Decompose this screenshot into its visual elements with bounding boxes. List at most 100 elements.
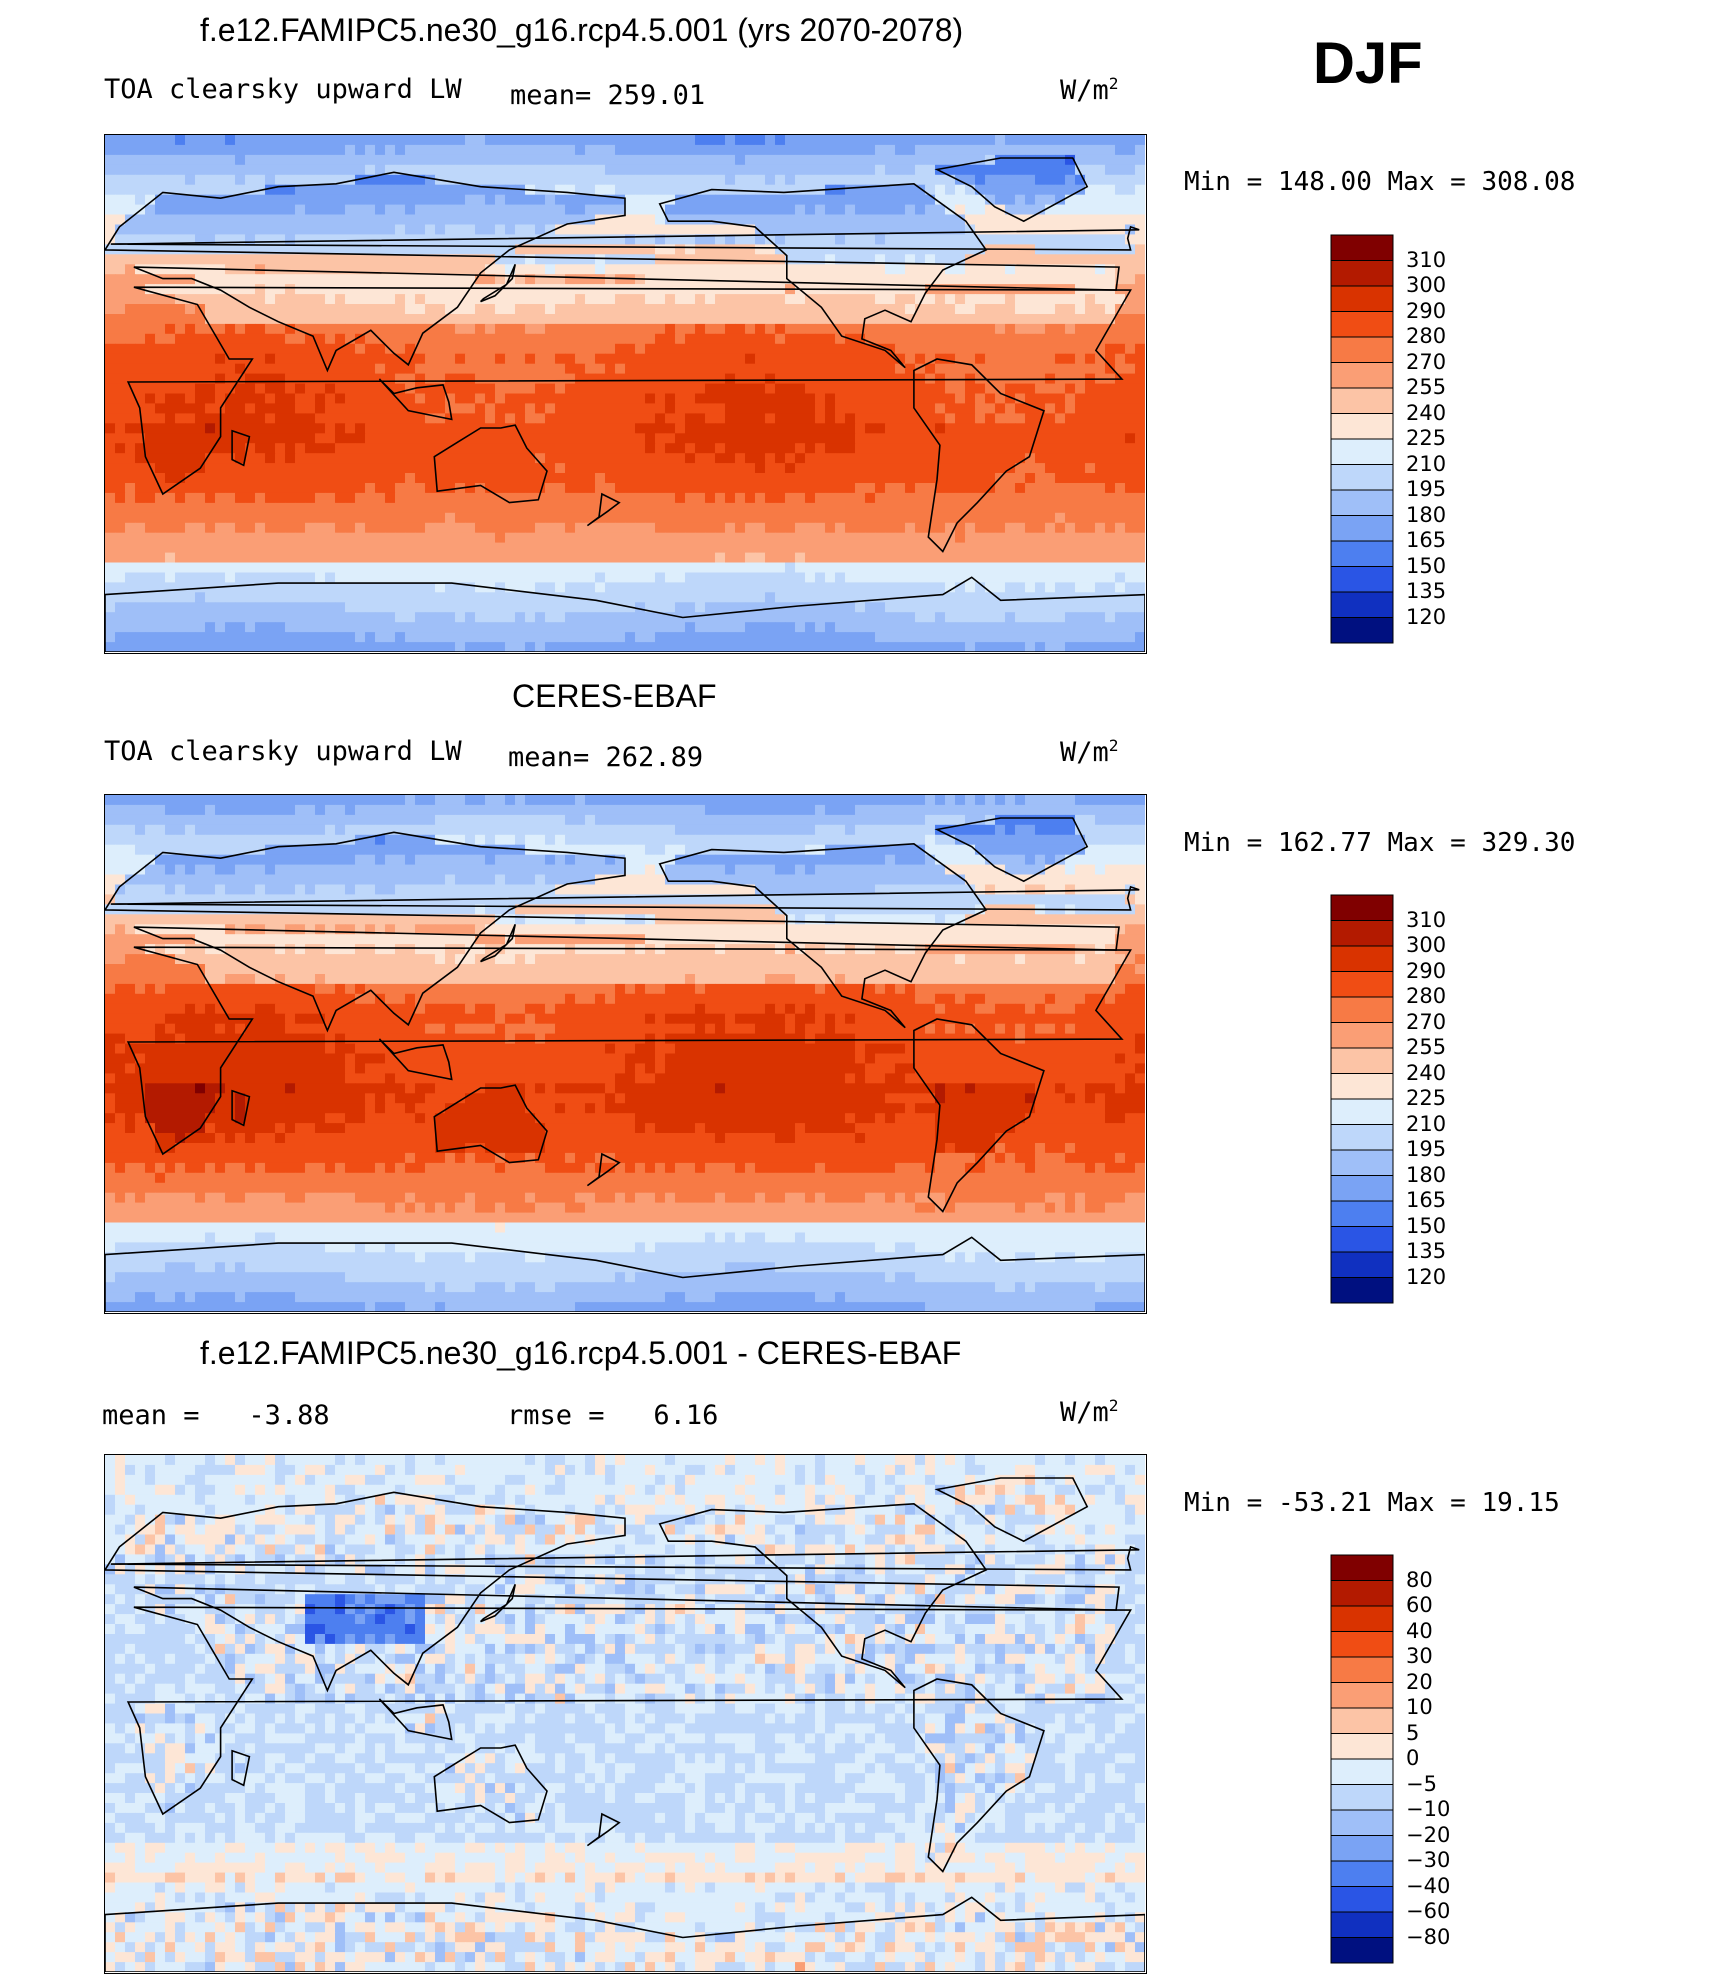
coastline [913, 1678, 1045, 1873]
panel-3-title: f.e12.FAMIPC5.ne30_g16.rcp4.5.001 - CERE… [200, 1335, 962, 1371]
panel-1-mean-value: 259.01 [607, 80, 706, 111]
colorbar-swatch [1330, 617, 1394, 644]
coastline [378, 1698, 453, 1741]
coastline [105, 171, 1120, 373]
colorbar-swatch [1330, 1149, 1394, 1176]
panel-2-mean-value: 262.89 [605, 742, 704, 773]
coastline [105, 1491, 1120, 1693]
coastline [913, 1018, 1045, 1213]
colorbar-swatch [1330, 996, 1394, 1023]
colorbar-tick-label: 270 [1406, 349, 1447, 374]
colorbar-swatch [1330, 1733, 1394, 1760]
coastline [105, 576, 1145, 652]
colorbar-tick-label: 5 [1406, 1720, 1420, 1745]
colorbar-swatch [1330, 1682, 1394, 1709]
colorbar-swatch [1330, 1809, 1394, 1836]
coastline [378, 1038, 453, 1081]
panel-1-max-value: 308.08 [1481, 167, 1576, 197]
panel-2-max-value: 329.30 [1481, 828, 1576, 858]
colorbar-tick-label: 165 [1406, 1188, 1447, 1212]
coastline [231, 1749, 251, 1787]
panel-1-minmax: Min = 148.00 Max = 308.08 [1184, 167, 1576, 197]
colorbar-tick-label: 0 [1406, 1746, 1420, 1770]
colorbar-swatch [1330, 1758, 1394, 1785]
coastline [433, 424, 548, 504]
colorbar-swatch [1330, 413, 1394, 440]
coastline [586, 1812, 621, 1847]
coastline [480, 923, 516, 963]
colorbar-tick-label: −40 [1406, 1873, 1451, 1898]
colorbar-tick-label: 290 [1406, 298, 1447, 323]
panel-2-mean-label: mean= [508, 742, 590, 773]
colorbar-tick-label: 20 [1406, 1669, 1433, 1694]
colorbar-tick-label: 165 [1406, 528, 1447, 552]
colorbar-tick-label: 195 [1406, 477, 1447, 501]
panel-3-max-value: 19.15 [1481, 1488, 1560, 1518]
coastline [231, 1089, 251, 1127]
colorbar-tick-label: 255 [1406, 1035, 1447, 1059]
colorbar-tick-label: 135 [1406, 1239, 1447, 1263]
colorbar-tick-label: 290 [1406, 958, 1447, 983]
colorbar-swatch [1330, 945, 1394, 972]
panel-1-mean-label: mean= [510, 80, 592, 111]
colorbar-tick-label: 80 [1406, 1567, 1433, 1592]
colorbar-tick-label: 120 [1406, 1264, 1447, 1289]
coastline [913, 358, 1045, 553]
colorbar-swatch [1330, 515, 1394, 542]
colorbar-swatch [1330, 489, 1394, 516]
colorbar-swatch [1330, 1554, 1394, 1581]
coastline [126, 946, 1132, 1156]
colorbar-swatch [1330, 1656, 1394, 1683]
coastline [126, 1606, 1132, 1816]
colorbar-swatch [1330, 894, 1394, 921]
colorbar-swatch [1330, 1251, 1394, 1278]
coastline [480, 263, 516, 303]
colorbar-tick-label: 30 [1406, 1644, 1433, 1668]
colorbar-tick-label: 40 [1406, 1618, 1433, 1643]
colorbar-tick-label: 210 [1406, 451, 1447, 476]
colorbar-swatch [1330, 1277, 1394, 1304]
coastline [105, 831, 1120, 1033]
colorbar-swatch [1330, 1605, 1394, 1632]
panel-1-variable-label: TOA clearsky upward LW [104, 74, 462, 105]
panel-1-title: f.e12.FAMIPC5.ne30_g16.rcp4.5.001 (yrs 2… [200, 12, 964, 48]
colorbar-swatch [1330, 1124, 1394, 1151]
colorbar-tick-label: −80 [1406, 1924, 1451, 1949]
panel-3-rmse-value: 6.16 [653, 1400, 719, 1431]
panel-3-min-value: -53.21 [1277, 1488, 1372, 1518]
colorbar-tick-label: 310 [1406, 907, 1447, 932]
panel-3-mean-label: mean = [102, 1400, 200, 1431]
colorbar-tick-label: 120 [1406, 604, 1447, 629]
colorbar-tick-label: −60 [1406, 1899, 1451, 1923]
colorbar-tick-label: −20 [1406, 1822, 1451, 1847]
colorbar-swatch [1330, 1860, 1394, 1887]
colorbar-tick-label: 210 [1406, 1111, 1447, 1136]
colorbar-swatch [1330, 311, 1394, 338]
colorbar-tick-label: −5 [1406, 1771, 1437, 1796]
coastline [126, 286, 1132, 496]
colorbar-swatch [1330, 1226, 1394, 1253]
colorbar-swatch [1330, 1580, 1394, 1607]
coastline [110, 885, 1140, 911]
colorbar-tick-label: 60 [1406, 1593, 1433, 1617]
coastline [658, 1502, 988, 1689]
panel-2-title: CERES-EBAF [512, 678, 717, 714]
panel-2-variable-label: TOA clearsky upward LW [104, 736, 462, 767]
coastline [433, 1084, 548, 1164]
coastline [480, 1583, 516, 1623]
colorbar-swatch [1330, 1835, 1394, 1862]
panel-2-minmax: Min = 162.77 Max = 329.30 [1184, 828, 1576, 858]
panel-3-units: W/m2 [1060, 1396, 1119, 1428]
colorbar-swatch [1330, 1707, 1394, 1734]
colorbar-swatch [1330, 1631, 1394, 1658]
colorbar-tick-label: 225 [1406, 1086, 1447, 1110]
colorbar-tick-label: 270 [1406, 1009, 1447, 1034]
colorbar-swatch [1330, 285, 1394, 312]
coastline [586, 1152, 621, 1187]
colorbar-swatch [1330, 1022, 1394, 1049]
panel-3-rmse: rmse = 6.16 [507, 1400, 718, 1431]
colorbar-tick-label: 10 [1406, 1695, 1433, 1719]
colorbar-swatch [1330, 336, 1394, 363]
colorbar-tick-label: 150 [1406, 553, 1447, 578]
coastline [658, 182, 988, 369]
